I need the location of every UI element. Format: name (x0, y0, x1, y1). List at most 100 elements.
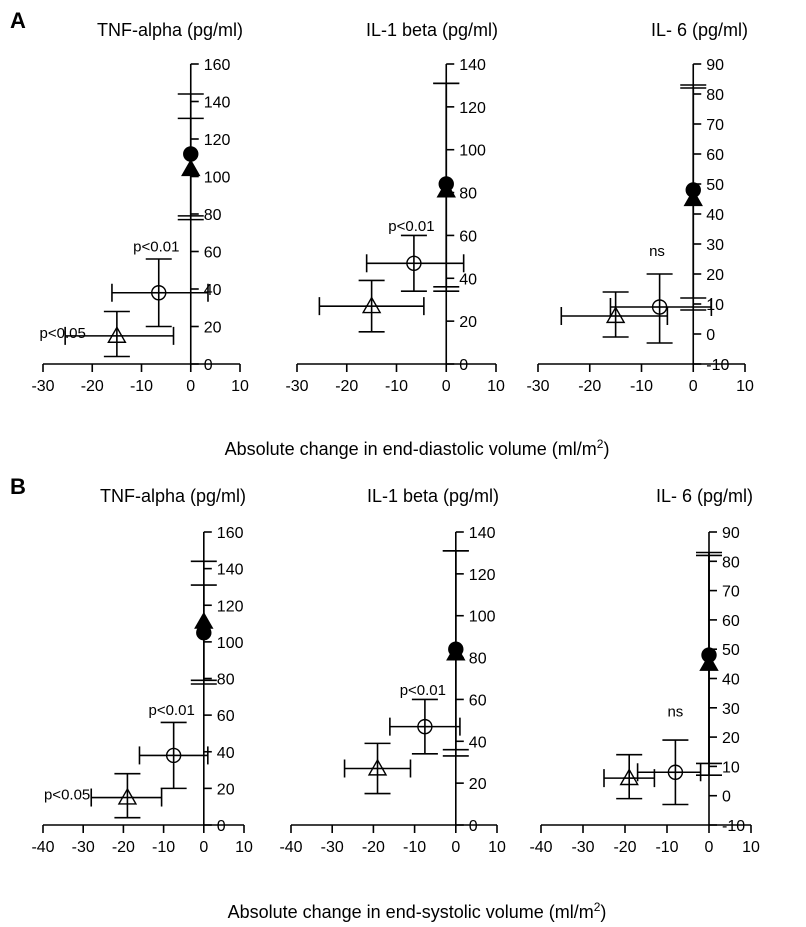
y-tick-label: 140 (469, 525, 496, 542)
panel-label-b: B (10, 474, 26, 499)
y-tick-label: 120 (204, 132, 231, 149)
x-tick-label: 10 (736, 378, 754, 395)
y-tick-label: 60 (469, 692, 487, 709)
y-tick-label: 0 (217, 818, 226, 835)
data-point-triangle-open (64, 310, 175, 358)
significance-annotation: p<0.01 (388, 218, 434, 235)
subplot-title: TNF-alpha (pg/ml) (97, 20, 243, 40)
data-point-circle-open (389, 698, 461, 755)
y-tick-label: 60 (706, 147, 724, 164)
subplot-title: IL-1 beta (pg/ml) (367, 486, 499, 506)
y-tick-label: 80 (459, 186, 477, 203)
significance-annotation: ns (667, 704, 683, 721)
y-tick-label: 100 (217, 635, 244, 652)
subplot-a-2: IL-1 beta (pg/ml)-30 -20 -10 0 1002040608010… (285, 20, 505, 395)
marker-triangle-filled (436, 180, 456, 198)
x-axis-label-a-close: ) (603, 439, 609, 459)
x-tick-label: -30 (526, 378, 549, 395)
x-tick-label: -10 (385, 378, 408, 395)
y-tick-label: -10 (722, 818, 745, 835)
x-tick-label: -10 (630, 378, 653, 395)
x-tick-label: 0 (705, 839, 714, 856)
y-tick-label: 40 (469, 734, 487, 751)
data-point-triangle-filled (442, 550, 469, 751)
y-tick-label: 40 (217, 745, 235, 762)
significance-annotation: p<0.01 (400, 682, 446, 699)
subplot-b-2: IL-1 beta (pg/ml)-40 -30 -20 -10 0 1002040608… (279, 486, 506, 856)
data-point-circle-open (111, 258, 209, 328)
significance-annotation: p<0.01 (133, 239, 179, 256)
y-tick-label: 20 (469, 776, 487, 793)
x-axis-label-a-sup: 2 (597, 437, 604, 451)
x-tick-label: -30 (31, 378, 54, 395)
y-tick-label: 30 (722, 701, 740, 718)
y-tick-label: 80 (469, 651, 487, 668)
y-tick-label: 40 (459, 271, 477, 288)
data-point-triangle-open (603, 753, 656, 800)
y-tick-label: -10 (706, 357, 729, 374)
y-tick-label: 100 (204, 170, 231, 187)
x-tick-label: -30 (571, 839, 594, 856)
x-tick-label: 10 (235, 839, 253, 856)
marker-triangle-filled (683, 189, 703, 207)
y-tick-label: 20 (217, 781, 235, 798)
y-tick-label: 140 (204, 95, 231, 112)
subplot-b-3: IL- 6 (pg/ml) -40 -30 -20 -10 0 10 -10 0 10 20 30 40… (529, 486, 760, 856)
y-tick-label: 70 (722, 584, 740, 601)
y-tick-label: 40 (706, 207, 724, 224)
y-tick-label: 20 (722, 730, 740, 747)
x-tick-label: -10 (130, 378, 153, 395)
x-tick-label: 0 (689, 378, 698, 395)
data-point-triangle-filled (680, 87, 707, 299)
subplot-title: TNF-alpha (pg/ml) (100, 486, 246, 506)
significance-annotation: ns (649, 243, 665, 260)
data-point-triangle-open (343, 742, 412, 795)
y-tick-label: 90 (706, 57, 724, 74)
subplots: TNF-alpha (pg/ml)-30 -20 -10 0 1002040608010… (31, 20, 760, 856)
data-point-circle-open (609, 273, 713, 344)
y-tick-label: 50 (722, 642, 740, 659)
subplot-title: IL-1 beta (pg/ml) (366, 20, 498, 40)
x-axis-label-b-sup: 2 (594, 900, 601, 914)
x-tick-label: -20 (335, 378, 358, 395)
y-tick-label: 140 (217, 562, 244, 579)
y-tick-label: 80 (706, 87, 724, 104)
marker-triangle-filled (181, 159, 201, 177)
data-point-triangle-filled (190, 584, 217, 685)
subplot-title: IL- 6 (pg/ml) (651, 20, 748, 40)
x-tick-label: 0 (451, 839, 460, 856)
marker-triangle-filled (699, 653, 719, 671)
x-tick-label: -10 (655, 839, 678, 856)
y-tick-label: 0 (706, 327, 715, 344)
significance-annotation: p<0.05 (40, 325, 86, 342)
y-tick-label: 60 (722, 613, 740, 630)
y-tick-label: 0 (204, 357, 213, 374)
y-tick-label: 120 (459, 100, 486, 117)
y-tick-label: 20 (204, 320, 222, 337)
y-tick-label: 120 (217, 598, 244, 615)
y-tick-label: 120 (469, 567, 496, 584)
data-point-circle-open (138, 721, 209, 790)
y-tick-label: 100 (459, 143, 486, 160)
x-axis-label-b: Absolute change in end-systolic volume (… (228, 900, 607, 922)
data-point-triangle-filled (696, 554, 722, 765)
marker-triangle-filled (194, 611, 214, 629)
y-tick-label: 40 (722, 672, 740, 689)
x-tick-label: -30 (72, 839, 95, 856)
y-tick-label: 20 (706, 267, 724, 284)
panel-label-a: A (10, 8, 26, 33)
y-tick-label: 60 (459, 228, 477, 245)
subplot-b-1: TNF-alpha (pg/ml)-40 -30 -20 -10 0 1002040608… (31, 486, 253, 856)
y-tick-label: 40 (204, 282, 222, 299)
y-tick-label: 90 (722, 525, 740, 542)
x-axis-label-a: Absolute change in end-diastolic volume … (225, 437, 610, 459)
x-tick-label: -40 (279, 839, 302, 856)
x-tick-label: 0 (442, 378, 451, 395)
y-tick-label: 10 (722, 759, 740, 776)
y-tick-label: 80 (204, 207, 222, 224)
data-point-triangle-open (560, 291, 669, 338)
data-point-triangle-open (90, 772, 163, 819)
subplot-title: IL- 6 (pg/ml) (656, 486, 753, 506)
x-tick-label: -20 (613, 839, 636, 856)
x-tick-label: -40 (529, 839, 552, 856)
